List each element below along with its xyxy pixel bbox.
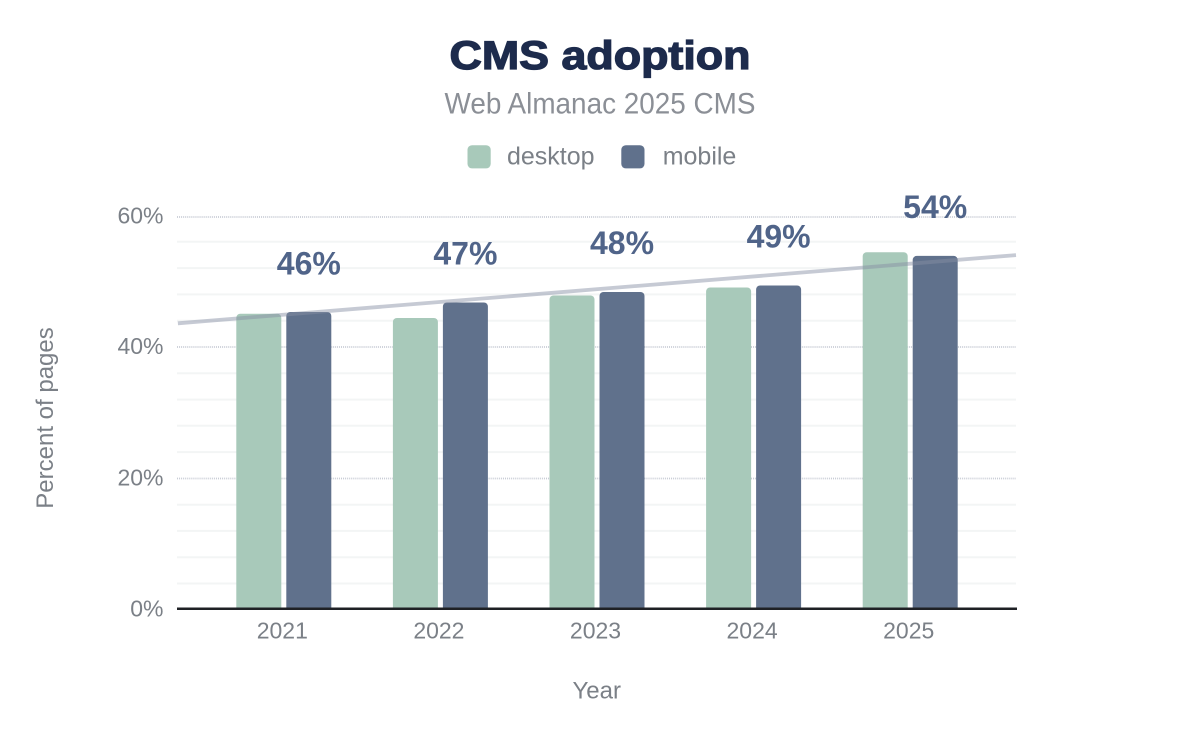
svg-text:2023: 2023 <box>570 618 621 644</box>
svg-text:48%: 48% <box>590 225 654 261</box>
svg-text:20%: 20% <box>117 464 163 490</box>
svg-text:CMS adoption: CMS adoption <box>450 34 751 78</box>
svg-text:desktop: desktop <box>507 142 595 170</box>
svg-text:mobile: mobile <box>663 142 737 170</box>
svg-text:60%: 60% <box>117 202 163 228</box>
svg-text:Year: Year <box>572 678 621 705</box>
svg-text:Percent of pages: Percent of pages <box>32 327 59 508</box>
svg-text:54%: 54% <box>903 189 967 225</box>
svg-text:47%: 47% <box>433 236 497 272</box>
svg-text:49%: 49% <box>747 219 811 255</box>
svg-text:2022: 2022 <box>413 618 464 644</box>
svg-text:40%: 40% <box>117 333 163 359</box>
svg-text:0%: 0% <box>130 595 163 621</box>
svg-text:2021: 2021 <box>257 618 308 644</box>
svg-text:2024: 2024 <box>727 618 778 644</box>
svg-text:46%: 46% <box>277 246 341 282</box>
svg-text:Web Almanac 2025 CMS: Web Almanac 2025 CMS <box>445 88 756 121</box>
svg-text:2025: 2025 <box>883 618 934 644</box>
